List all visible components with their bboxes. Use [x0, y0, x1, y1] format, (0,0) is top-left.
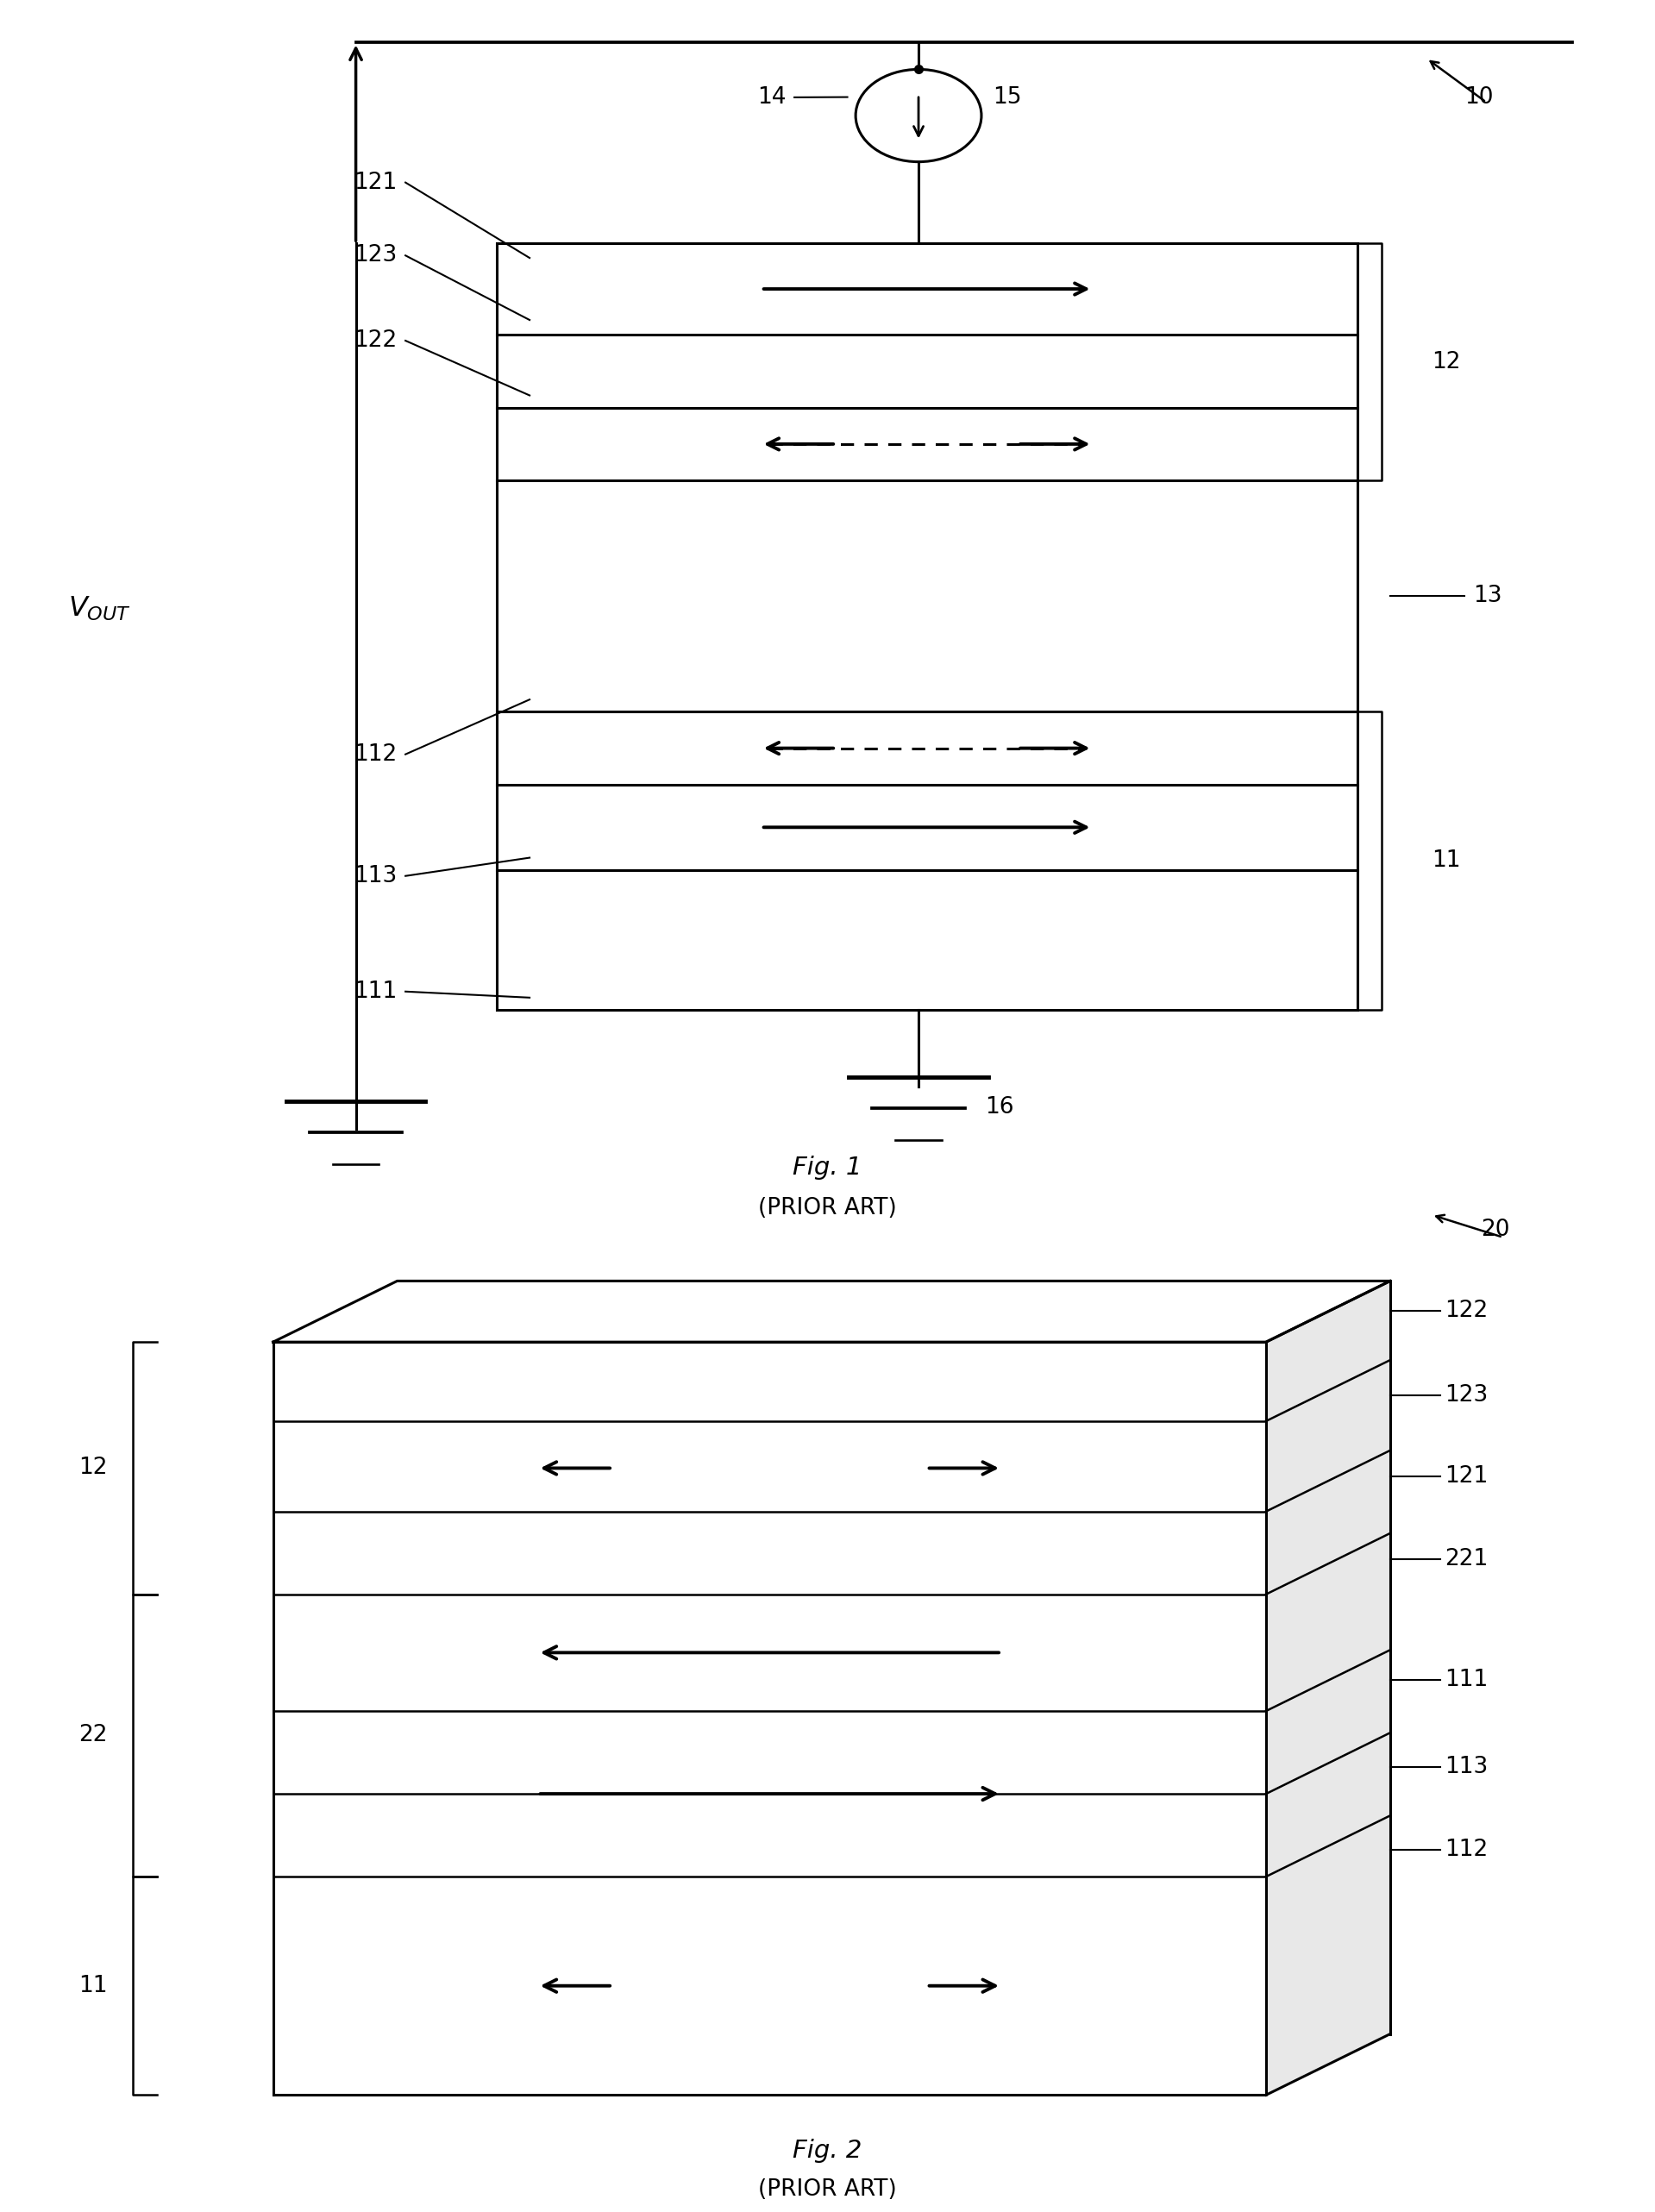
Text: 112: 112 — [1445, 1838, 1488, 1860]
Text: Fig. 2: Fig. 2 — [793, 2139, 862, 2163]
Bar — [496, 243, 1357, 1009]
Text: 10: 10 — [1465, 86, 1493, 108]
Text: 12: 12 — [79, 1458, 108, 1480]
Text: Fig. 1: Fig. 1 — [793, 1157, 862, 1179]
Text: 12: 12 — [1432, 352, 1460, 374]
Text: 221: 221 — [1445, 1548, 1488, 1571]
Text: 113: 113 — [1445, 1756, 1488, 1778]
Text: 11: 11 — [1432, 849, 1460, 872]
Text: 122: 122 — [354, 330, 397, 352]
Text: 123: 123 — [354, 243, 397, 268]
Text: 121: 121 — [354, 170, 397, 195]
Text: 13: 13 — [1473, 584, 1501, 608]
Polygon shape — [1266, 1281, 1390, 2095]
Text: 113: 113 — [354, 865, 397, 887]
Text: (PRIOR ART): (PRIOR ART) — [758, 1197, 897, 1219]
Text: 111: 111 — [354, 980, 397, 1002]
Text: 14: 14 — [758, 86, 786, 108]
Text: (PRIOR ART): (PRIOR ART) — [758, 2179, 897, 2201]
Text: 121: 121 — [1445, 1467, 1488, 1489]
Text: 15: 15 — [993, 86, 1021, 108]
Text: 112: 112 — [354, 743, 397, 765]
Text: 11: 11 — [79, 1975, 108, 1997]
Polygon shape — [273, 1281, 1390, 1343]
Text: 122: 122 — [1445, 1301, 1488, 1323]
Text: $V_{OUT}$: $V_{OUT}$ — [68, 595, 131, 622]
Text: 22: 22 — [79, 1723, 108, 1747]
Text: 20: 20 — [1481, 1219, 1509, 1241]
Text: 16: 16 — [985, 1095, 1013, 1119]
Polygon shape — [273, 1343, 1266, 2095]
Text: 123: 123 — [1445, 1385, 1488, 1407]
Text: 111: 111 — [1445, 1668, 1488, 1692]
